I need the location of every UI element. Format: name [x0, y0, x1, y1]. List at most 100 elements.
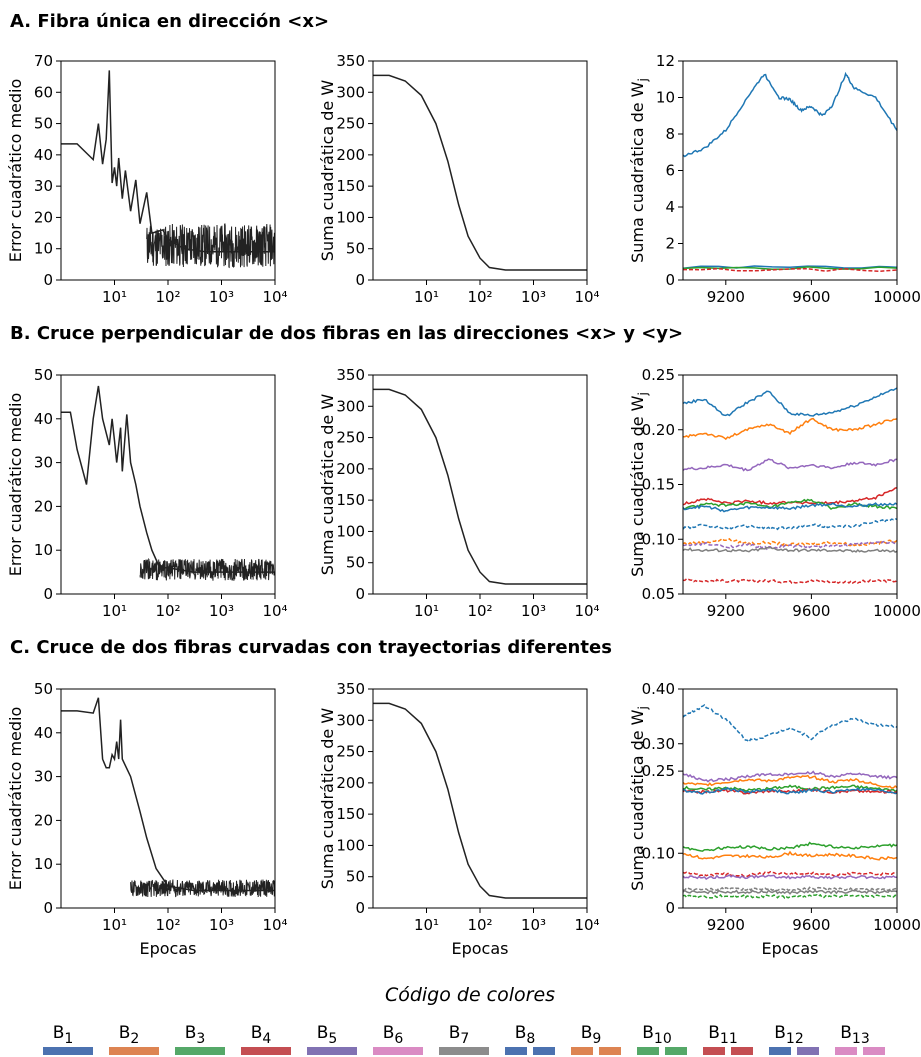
plot-frame	[682, 688, 898, 909]
y-tick-label: 150	[336, 805, 365, 823]
y-tick-label: 2	[665, 235, 675, 253]
x-tick-label: 10¹	[102, 916, 127, 934]
x-tick-label: 10²	[467, 288, 492, 306]
legend-swatch	[835, 1047, 857, 1055]
legend-label-sub: 13	[852, 1031, 870, 1047]
legend-swatch	[599, 1047, 621, 1055]
series-line-5	[682, 502, 898, 513]
y-tick-label: 200	[336, 774, 365, 792]
series-line-0	[682, 71, 898, 158]
legend-swatch	[307, 1047, 357, 1055]
y-tick-label: 350	[336, 680, 365, 698]
y-tick-label: 250	[336, 115, 365, 133]
series-line-6	[682, 841, 898, 852]
legend-item-13: B13	[835, 1023, 885, 1055]
x-tick-label: 10³	[209, 288, 234, 306]
legend-label: B5	[317, 1023, 338, 1047]
legend-label-sub: 10	[654, 1031, 672, 1047]
y-tick-label: 50	[34, 366, 53, 384]
panel-B-mse: 0 10 20 30 40 50 10¹ 10² 10³ 10⁴ Error cuadrático …	[6, 366, 288, 620]
legend-item-11: B11	[703, 1023, 753, 1055]
y-tick-label: 70	[34, 52, 53, 70]
x-tick-label: 9200	[707, 602, 745, 620]
legend-label: B10	[642, 1023, 672, 1047]
legend-item-10: B10	[637, 1023, 687, 1055]
legend-label-sub: 4	[262, 1031, 271, 1047]
plot-frame	[60, 688, 276, 909]
plot-frame	[60, 374, 276, 595]
legend-label: B12	[774, 1023, 804, 1047]
y-tick-label: 50	[34, 115, 53, 133]
x-tick-label: 10²	[467, 602, 492, 620]
series-line-10	[683, 886, 898, 892]
panel-A-sumW: 0 50 100 150 200 250 300 350 10¹ 10² 10³ 10⁴ Suma cu…	[318, 52, 600, 306]
legend-item-2: B2	[109, 1023, 159, 1055]
x-tick-label: 10⁴	[574, 916, 599, 934]
x-tick-label: 9200	[707, 916, 745, 934]
y-axis-label: Suma cuadrática de W	[318, 394, 337, 576]
x-tick-label: 10000	[873, 916, 921, 934]
legend-swatch	[769, 1047, 791, 1055]
y-tick-label: 300	[336, 397, 365, 415]
legend-label: B3	[185, 1023, 206, 1047]
y-tick-label: 40	[34, 410, 53, 428]
x-tick-label: 10⁴	[574, 602, 599, 620]
plot-frame	[372, 374, 588, 595]
series-line-2	[682, 266, 898, 271]
x-tick-label: 10³	[209, 602, 234, 620]
plot-frame	[372, 60, 588, 281]
series-line-1	[683, 417, 898, 441]
y-axis-label-sub: j	[636, 706, 650, 710]
legend-item-5: B5	[307, 1023, 357, 1055]
y-tick-label: 20	[34, 811, 53, 829]
y-tick-label: 250	[336, 429, 365, 447]
y-tick-label: 300	[336, 711, 365, 729]
y-tick-label: 0	[355, 271, 365, 289]
legend-label: B9	[581, 1023, 602, 1047]
x-tick-label: 10¹	[102, 602, 127, 620]
y-tick-label: 0.40	[642, 680, 675, 698]
legend-label: B6	[383, 1023, 404, 1047]
series-line-9	[682, 874, 897, 880]
legend-label: B13	[840, 1023, 870, 1047]
y-tick-label: 0.10	[642, 844, 675, 862]
x-tick-label: 10³	[209, 916, 234, 934]
y-tick-label: 60	[34, 83, 53, 101]
x-tick-label: 10³	[521, 916, 546, 934]
y-tick-label: 350	[336, 366, 365, 384]
y-tick-label: 150	[336, 177, 365, 195]
x-tick-label: 10²	[155, 288, 180, 306]
y-axis-label: Error cuadrático medio	[6, 707, 25, 891]
section-title-a: A. Fibra única en dirección <x>	[10, 11, 329, 32]
y-tick-label: 0	[355, 899, 365, 917]
x-tick-label: 10000	[873, 288, 921, 306]
series-line-0	[682, 703, 898, 743]
x-axis-label: Epocas	[140, 939, 197, 958]
y-tick-label: 0.30	[642, 735, 675, 753]
y-axis-label: Suma cuadrática de Wj	[628, 706, 650, 891]
legend-label-sub: 7	[460, 1031, 469, 1047]
y-tick-label: 100	[336, 208, 365, 226]
series-line-0	[61, 697, 275, 892]
y-tick-label: 0	[355, 585, 365, 603]
y-tick-label: 50	[346, 554, 365, 572]
panel-A-mse: 0 10 20 30 40 50 60 70 10¹ 10² 10³ 10⁴ Error cuadrát…	[6, 52, 288, 306]
legend-swatch	[731, 1047, 753, 1055]
legend-swatch	[665, 1047, 687, 1055]
y-tick-label: 50	[34, 680, 53, 698]
series-line-3	[682, 784, 898, 793]
legend-label-sub: 2	[130, 1031, 139, 1047]
y-tick-label: 30	[34, 454, 53, 472]
series-line-0	[61, 385, 275, 573]
legend-swatch	[439, 1047, 489, 1055]
legend-item-3: B3	[175, 1023, 225, 1055]
x-tick-label: 10⁴	[574, 288, 599, 306]
legend-label-sub: 12	[786, 1031, 804, 1047]
x-tick-label: 9600	[792, 288, 830, 306]
y-tick-label: 0.25	[642, 762, 675, 780]
y-tick-label: 50	[346, 240, 365, 258]
x-tick-label: 10⁴	[262, 916, 287, 934]
legend-label-sub: 5	[328, 1031, 337, 1047]
